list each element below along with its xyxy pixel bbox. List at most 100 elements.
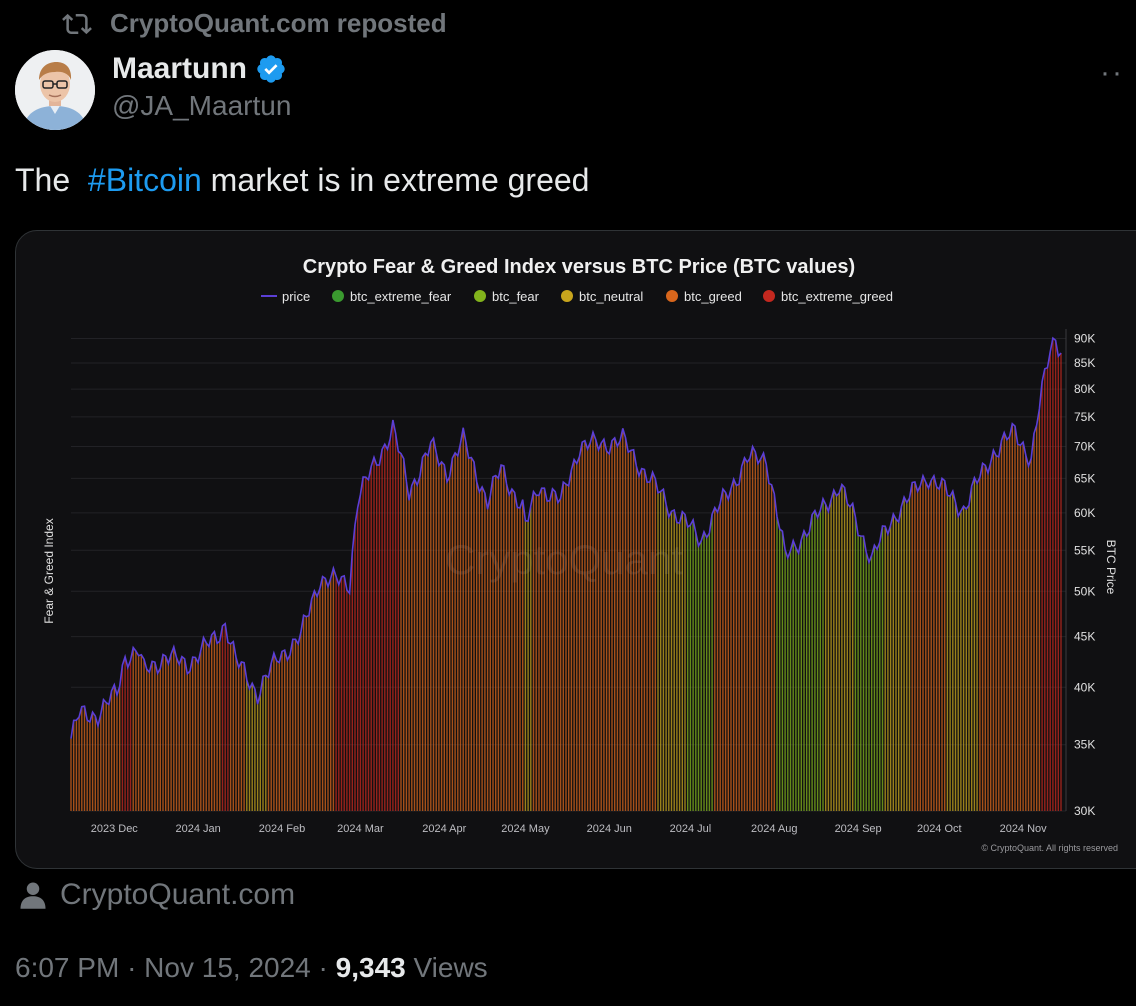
y-tick-label: 75K [1074,410,1095,424]
sentiment-bar [768,483,770,811]
y-tick-label: 80K [1074,382,1095,396]
x-tick-label: 2024 Jan [175,823,220,835]
sentiment-bar [638,476,640,811]
sentiment-bar [427,455,429,811]
sentiment-bar [933,475,935,811]
sentiment-bar [229,643,232,811]
sentiment-bar [113,684,115,811]
sentiment-bar [348,593,351,811]
sentiment-bar [670,511,673,811]
tweet-media-card[interactable]: CryptoQuant 30K35K40K45K50K55K60K65K70K7… [15,230,1136,869]
sentiment-bar [127,667,129,811]
sentiment-bar [789,550,792,811]
sentiment-bar [806,536,808,811]
sentiment-bar [987,473,989,811]
sentiment-bar [486,509,489,811]
tweet-date[interactable]: Nov 15, 2024 [144,952,311,983]
tweet-time[interactable]: 6:07 PM [15,952,120,983]
sentiment-bar [148,672,151,811]
sentiment-bar [313,590,316,811]
sentiment-bar [373,457,375,811]
sentiment-bar [854,517,857,811]
verified-badge-icon[interactable] [255,53,287,85]
sentiment-bar [1006,439,1008,811]
sentiment-bar [611,440,613,811]
avatar[interactable] [15,50,95,130]
sentiment-bar [256,704,259,811]
sentiment-bar [308,615,310,811]
sentiment-bar [911,482,913,811]
sentiment-bar [159,668,161,811]
sentiment-bar [378,465,381,811]
sentiment-bar [627,452,629,811]
sentiment-bar [340,576,343,811]
sentiment-bar [102,699,105,811]
sentiment-bar [386,449,389,811]
x-tick-label: 2023 Dec [91,823,139,835]
sentiment-bar [467,458,470,811]
sentiment-bar [416,485,418,811]
sentiment-bar [397,451,399,811]
sentiment-bar [684,514,686,811]
sentiment-bar [624,437,627,811]
legend-dot-marker [332,290,344,302]
legend-label: btc_neutral [579,289,643,304]
sentiment-bar [516,507,518,811]
sentiment-bar [270,663,272,811]
y-tick-label: 50K [1074,584,1095,598]
sentiment-bar [189,671,191,811]
y-axis-ticks: 30K 35K 40K 45K 50K 55K 60K 65K 70K 75K 80K 85K 90K [1074,331,1095,818]
sentiment-bar [473,461,475,811]
sentiment-bar [573,459,575,811]
sentiment-bar [108,704,110,811]
sentiment-bar [900,506,903,811]
sentiment-bar [635,465,637,811]
sentiment-bar [86,720,88,811]
sentiment-bar [411,485,413,811]
author-handle[interactable]: @JA_Maartun [112,90,292,121]
sentiment-bar [300,632,302,811]
sentiment-bar [497,478,500,811]
repost-indicator[interactable]: CryptoQuant.com reposted [62,8,447,39]
source-link[interactable]: CryptoQuant.com [18,878,295,912]
sentiment-bar [830,499,832,811]
hashtag-link[interactable]: #Bitcoin [87,162,202,198]
sentiment-bar [849,506,851,811]
sentiment-bar [887,534,889,811]
sentiment-bar [787,557,789,811]
sentiment-bar [979,477,981,811]
sentiment-bar [327,586,329,811]
sentiment-bar [549,500,551,811]
sentiment-bar [846,503,848,811]
sentiment-bar [265,675,267,811]
sentiment-bar [281,651,283,811]
more-options-button[interactable]: ·· [1100,56,1124,90]
sentiment-bar [968,505,970,811]
author-name[interactable]: Maartunn [112,52,247,85]
sentiment-bar [170,654,172,811]
sentiment-bar [146,669,148,811]
sentiment-bar [960,511,962,811]
chart-title: Crypto Fear & Greed Index versus BTC Pri… [303,256,855,278]
sentiment-bar [311,599,313,811]
sentiment-bar [278,662,280,811]
sentiment-bar [892,514,894,811]
sentiment-bar [651,472,654,811]
legend-label: btc_greed [684,289,742,304]
avatar-image [15,50,95,130]
sentiment-bar [562,482,564,811]
sentiment-bar [413,479,416,811]
sentiment-bar [495,475,497,811]
sentiment-bar [708,533,711,811]
sentiment-bar [500,465,502,811]
sentiment-bar [519,507,521,811]
sentiment-bar [440,461,443,811]
sentiment-bar [227,642,229,811]
left-axis-label: Fear & Greed Index [42,518,56,623]
sentiment-bar [1036,425,1038,811]
sentiment-bar [906,502,908,811]
sentiment-bar [641,468,643,811]
sentiment-bar [451,458,454,811]
tweet-text-prefix: The [15,162,88,198]
sentiment-bar [400,453,402,811]
